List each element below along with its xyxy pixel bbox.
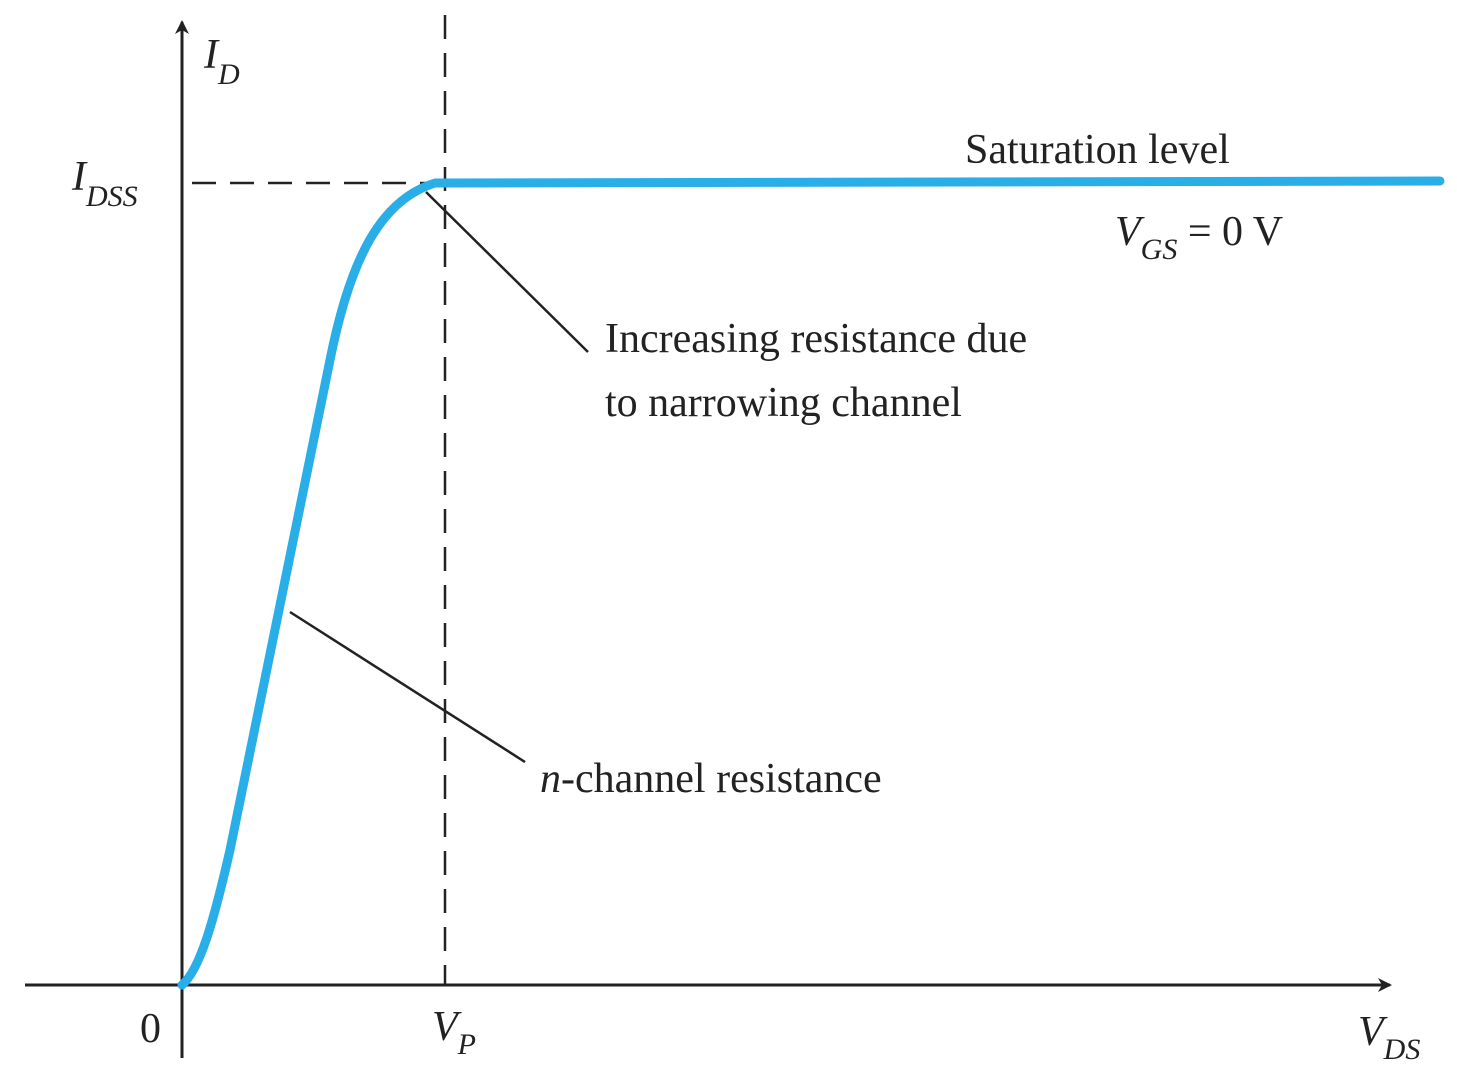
- vp-label: VP: [432, 1004, 476, 1061]
- x-axis-label: VDS: [1358, 1009, 1420, 1066]
- y-axis-label: ID: [203, 32, 240, 91]
- origin-label: 0: [140, 1006, 161, 1052]
- idss-label: IDSS: [71, 154, 138, 213]
- nchannel-resistance-leader: [289, 610, 526, 764]
- increasing-resistance-label-line1: Increasing resistance due: [605, 316, 1027, 362]
- vgs-label: VGS = 0 V: [1115, 209, 1283, 266]
- increasing-resistance-leader: [425, 191, 589, 353]
- saturation-level-label: Saturation level: [965, 127, 1230, 173]
- increasing-resistance-label-line2: to narrowing channel: [605, 380, 962, 426]
- nchannel-resistance-label: n-channel resistance: [540, 756, 882, 802]
- id-vds-curve: [177, 176, 1445, 990]
